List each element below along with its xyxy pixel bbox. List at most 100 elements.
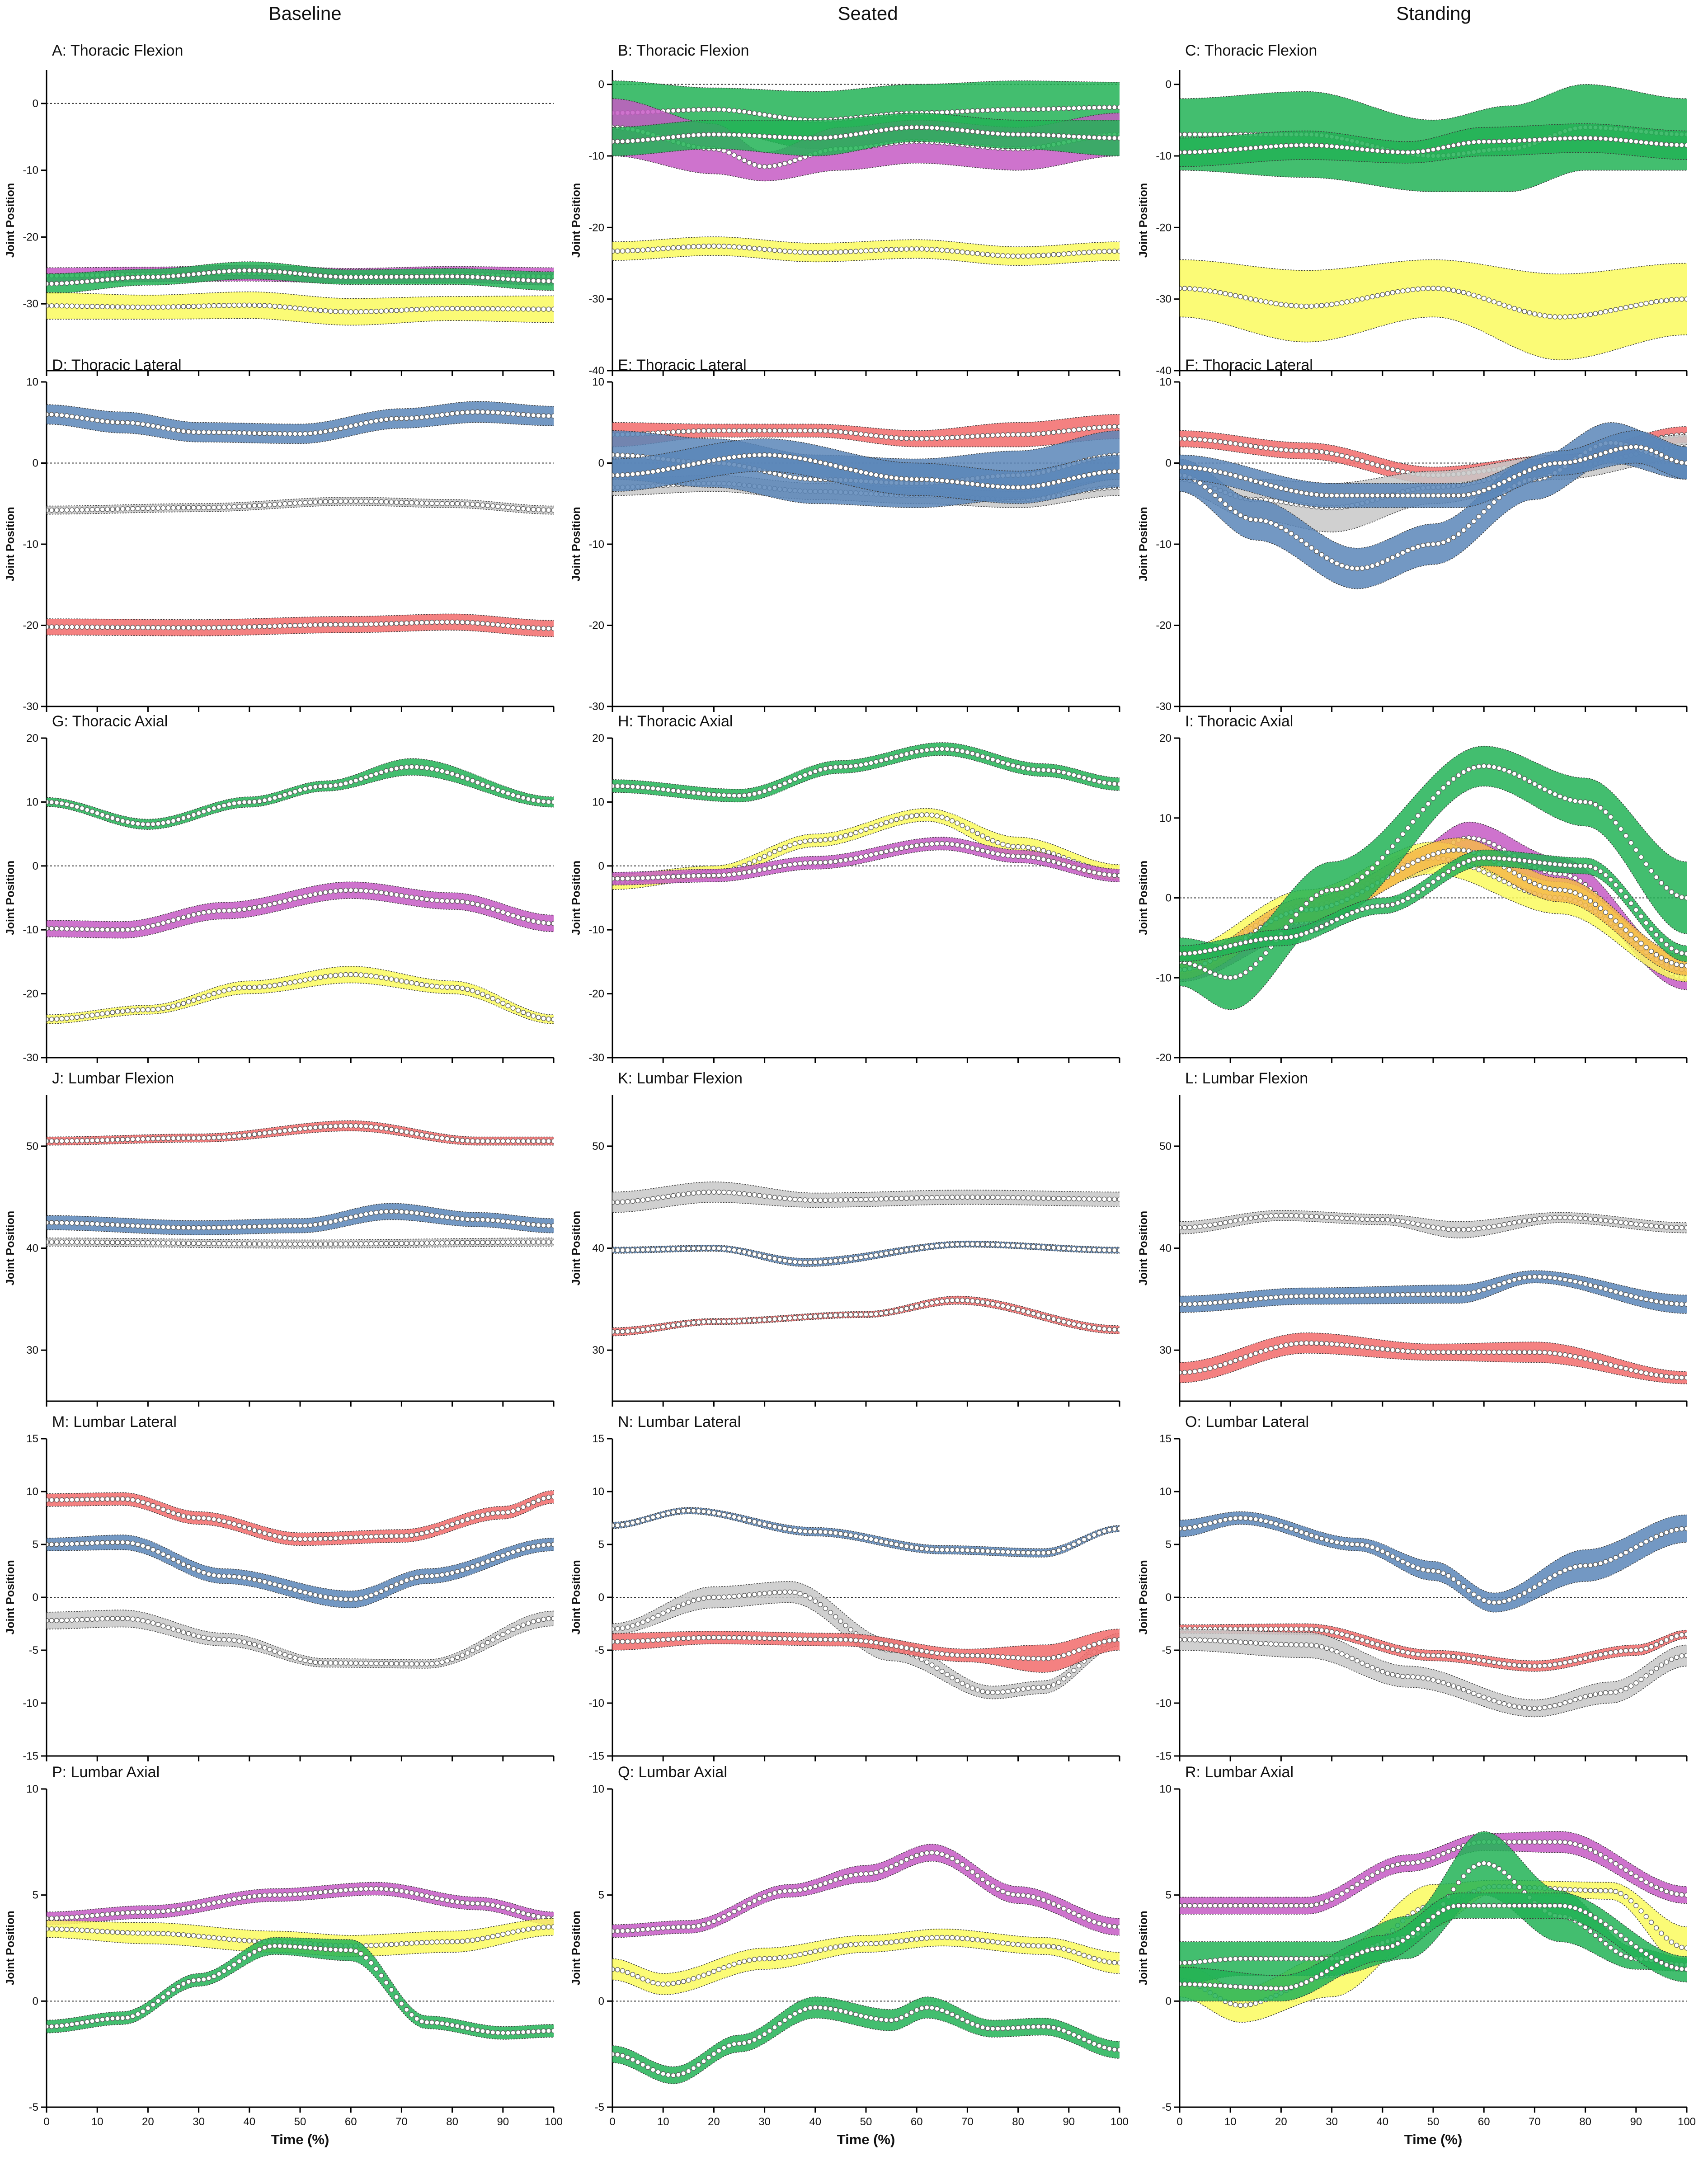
mean-point bbox=[1603, 1218, 1609, 1224]
mean-point bbox=[1628, 138, 1634, 144]
mean-point bbox=[1496, 481, 1502, 487]
mean-point bbox=[1284, 924, 1289, 930]
mean-point bbox=[1547, 314, 1553, 319]
mean-point bbox=[1365, 493, 1370, 498]
mean-point bbox=[1273, 447, 1279, 452]
mean-point bbox=[1035, 253, 1041, 259]
mean-point bbox=[711, 792, 717, 797]
mean-point bbox=[439, 1525, 445, 1530]
mean-point bbox=[1471, 1290, 1477, 1295]
mean-point bbox=[1562, 1215, 1568, 1220]
mean-point bbox=[495, 787, 501, 793]
y-tick-label: -10 bbox=[23, 538, 38, 551]
mean-point bbox=[49, 1497, 54, 1503]
mean-point bbox=[1552, 461, 1557, 466]
mean-point bbox=[155, 274, 161, 280]
mean-point bbox=[934, 1195, 940, 1200]
mean-point bbox=[970, 250, 975, 256]
mean-point bbox=[985, 130, 990, 136]
mean-point bbox=[1395, 868, 1401, 874]
mean-point bbox=[201, 994, 207, 1000]
mean-point bbox=[1228, 1299, 1233, 1304]
band-upper-edge bbox=[612, 1240, 1120, 1259]
mean-point bbox=[726, 244, 732, 249]
mean-point bbox=[470, 1217, 475, 1222]
mean-point bbox=[1421, 1349, 1426, 1355]
mean-point bbox=[1669, 1224, 1674, 1230]
mean-point bbox=[919, 1302, 925, 1308]
mean-point bbox=[782, 863, 788, 868]
mean-point bbox=[792, 428, 798, 433]
mean-point bbox=[1633, 937, 1639, 942]
mean-point bbox=[1000, 1195, 1006, 1200]
mean-point bbox=[211, 625, 216, 631]
mean-point bbox=[1233, 1218, 1238, 1224]
mean-markers-gray bbox=[47, 1239, 554, 1247]
mean-point bbox=[302, 500, 308, 505]
mean-point bbox=[950, 127, 955, 132]
mean-point bbox=[531, 1139, 536, 1144]
mean-point bbox=[485, 1139, 490, 1144]
mean-point bbox=[1218, 497, 1223, 503]
mean-point bbox=[1061, 1246, 1067, 1251]
mean-point bbox=[247, 268, 252, 273]
mean-point bbox=[670, 1323, 676, 1328]
mean-point bbox=[1303, 1214, 1309, 1219]
band-lower-edge bbox=[47, 278, 554, 294]
mean-point bbox=[1112, 1327, 1117, 1332]
mean-point bbox=[1562, 796, 1568, 801]
mean-point bbox=[1674, 142, 1680, 148]
mean-point bbox=[151, 1007, 156, 1012]
mean-point bbox=[1273, 935, 1279, 941]
mean-point bbox=[1314, 143, 1319, 148]
mean-point bbox=[1273, 143, 1279, 149]
mean-point bbox=[1415, 544, 1421, 550]
column-title-seated: Seated bbox=[838, 3, 898, 24]
mean-point bbox=[970, 1241, 975, 1247]
mean-point bbox=[510, 1549, 516, 1555]
mean-point bbox=[181, 815, 186, 821]
mean-point bbox=[1349, 565, 1355, 571]
mean-point bbox=[919, 125, 925, 130]
mean-point bbox=[79, 805, 85, 811]
mean-point bbox=[681, 428, 686, 434]
mean-point bbox=[1101, 469, 1107, 475]
y-tick-label: -20 bbox=[588, 221, 604, 234]
mean-point bbox=[1562, 314, 1568, 320]
mean-point bbox=[1435, 541, 1441, 546]
mean-point bbox=[526, 412, 531, 418]
mean-point bbox=[110, 1137, 115, 1143]
mean-point bbox=[630, 1328, 635, 1333]
mean-point bbox=[160, 505, 166, 511]
mean-point bbox=[531, 625, 536, 631]
mean-point bbox=[1648, 868, 1654, 874]
mean-point bbox=[1010, 485, 1016, 490]
mean-point bbox=[470, 620, 475, 626]
mean-point bbox=[338, 781, 343, 787]
mean-point bbox=[1223, 471, 1228, 476]
mean-point bbox=[206, 1516, 212, 1521]
mean-point bbox=[252, 1224, 257, 1229]
mean-point bbox=[272, 1241, 278, 1247]
mean-point bbox=[1375, 1346, 1380, 1351]
mean-point bbox=[1623, 138, 1628, 143]
mean-point bbox=[681, 1191, 686, 1197]
panel-title: F: Thoracic Lateral bbox=[1185, 357, 1313, 374]
mean-point bbox=[1501, 1222, 1507, 1227]
mean-point bbox=[665, 787, 671, 793]
mean-point bbox=[94, 1540, 100, 1546]
mean-point bbox=[1187, 132, 1192, 137]
mean-point bbox=[1446, 780, 1451, 786]
mean-point bbox=[196, 1135, 202, 1141]
mean-point bbox=[130, 275, 136, 280]
mean-point bbox=[650, 786, 656, 791]
mean-point bbox=[378, 1534, 384, 1539]
mean-point bbox=[843, 1257, 848, 1262]
mean-point bbox=[676, 245, 681, 250]
mean-point bbox=[176, 625, 181, 631]
mean-point bbox=[130, 927, 136, 932]
series-group bbox=[612, 1181, 1120, 1337]
mean-point bbox=[884, 757, 889, 762]
mean-point bbox=[1349, 1293, 1355, 1299]
mean-point bbox=[500, 1510, 506, 1516]
